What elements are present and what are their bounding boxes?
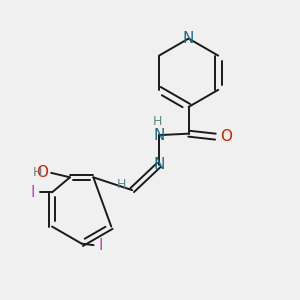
Text: I: I [99, 238, 103, 253]
Text: I: I [31, 185, 35, 200]
Text: H: H [116, 178, 126, 191]
Text: H: H [153, 115, 162, 128]
Text: O: O [36, 165, 48, 180]
Text: N: N [153, 158, 165, 172]
Text: N: N [153, 128, 165, 142]
Text: O: O [220, 129, 232, 144]
Text: H: H [33, 167, 42, 179]
Text: N: N [183, 31, 194, 46]
